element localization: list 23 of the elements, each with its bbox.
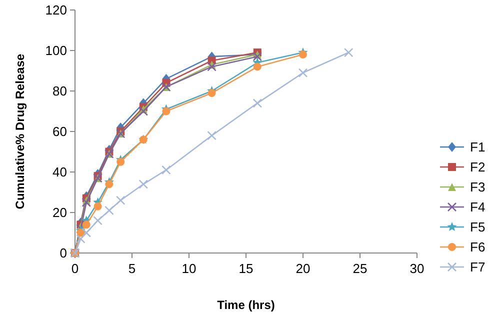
y-tick-label: 20 xyxy=(52,205,67,220)
x-tick-label: 20 xyxy=(296,261,310,276)
x-tick-label: 0 xyxy=(71,261,79,276)
legend-label: F5 xyxy=(470,220,486,235)
legend-label: F3 xyxy=(470,180,486,195)
y-axis-title: Cumulative% Drug Release xyxy=(13,53,27,210)
y-tick-label: 60 xyxy=(52,124,67,140)
x-tick-label: 15 xyxy=(238,261,254,276)
legend-label: F2 xyxy=(470,160,486,175)
y-tick-label: 40 xyxy=(52,164,67,180)
y-tick-label: 80 xyxy=(52,84,67,99)
x-tick-label: 10 xyxy=(182,261,196,276)
legend-label: F6 xyxy=(470,240,486,255)
x-tick-label: 25 xyxy=(352,261,368,276)
legend-label: F1 xyxy=(470,140,486,155)
y-tick-label: 100 xyxy=(45,43,67,58)
x-tick-label: 30 xyxy=(410,261,424,276)
x-tick-label: 5 xyxy=(128,261,136,276)
legend-label: F4 xyxy=(470,200,486,215)
y-tick-label: 120 xyxy=(45,2,67,18)
legend-label: F7 xyxy=(470,260,486,275)
y-tick-label: 0 xyxy=(60,246,67,261)
x-axis-title: Time (hrs) xyxy=(217,298,275,312)
